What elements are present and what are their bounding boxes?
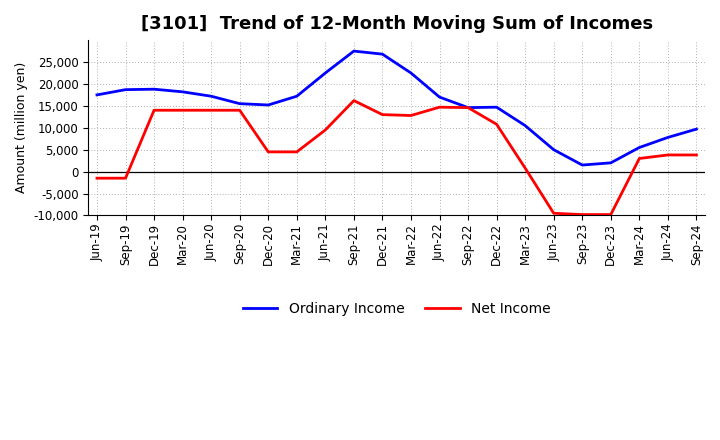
- Net Income: [235, 108, 244, 113]
- Ordinary Income: [264, 103, 273, 108]
- Ordinary Income: [150, 87, 158, 92]
- Net Income: [692, 152, 701, 158]
- Ordinary Income: [235, 101, 244, 106]
- Ordinary Income: [292, 94, 301, 99]
- Ordinary Income: [121, 87, 130, 92]
- Net Income: [549, 211, 558, 216]
- Net Income: [635, 156, 644, 161]
- Net Income: [207, 108, 215, 113]
- Ordinary Income: [93, 92, 102, 98]
- Ordinary Income: [692, 126, 701, 132]
- Y-axis label: Amount (million yen): Amount (million yen): [15, 62, 28, 194]
- Ordinary Income: [635, 145, 644, 150]
- Net Income: [578, 212, 587, 217]
- Net Income: [435, 105, 444, 110]
- Net Income: [492, 121, 501, 127]
- Ordinary Income: [407, 70, 415, 76]
- Line: Ordinary Income: Ordinary Income: [97, 51, 696, 165]
- Net Income: [264, 149, 273, 154]
- Net Income: [407, 113, 415, 118]
- Net Income: [664, 152, 672, 158]
- Ordinary Income: [350, 48, 359, 54]
- Net Income: [321, 127, 330, 132]
- Title: [3101]  Trend of 12-Month Moving Sum of Incomes: [3101] Trend of 12-Month Moving Sum of I…: [140, 15, 653, 33]
- Net Income: [121, 176, 130, 181]
- Ordinary Income: [378, 51, 387, 57]
- Ordinary Income: [207, 94, 215, 99]
- Ordinary Income: [606, 160, 615, 165]
- Net Income: [521, 165, 529, 171]
- Ordinary Income: [321, 70, 330, 76]
- Legend: Ordinary Income, Net Income: Ordinary Income, Net Income: [237, 296, 556, 321]
- Net Income: [378, 112, 387, 117]
- Ordinary Income: [179, 89, 187, 95]
- Line: Net Income: Net Income: [97, 101, 696, 215]
- Net Income: [93, 176, 102, 181]
- Ordinary Income: [549, 147, 558, 152]
- Net Income: [150, 108, 158, 113]
- Ordinary Income: [464, 105, 472, 110]
- Ordinary Income: [521, 123, 529, 128]
- Net Income: [464, 105, 472, 110]
- Ordinary Income: [492, 105, 501, 110]
- Net Income: [292, 149, 301, 154]
- Ordinary Income: [664, 135, 672, 140]
- Ordinary Income: [578, 162, 587, 168]
- Net Income: [606, 212, 615, 217]
- Net Income: [350, 98, 359, 103]
- Net Income: [179, 108, 187, 113]
- Ordinary Income: [435, 95, 444, 100]
